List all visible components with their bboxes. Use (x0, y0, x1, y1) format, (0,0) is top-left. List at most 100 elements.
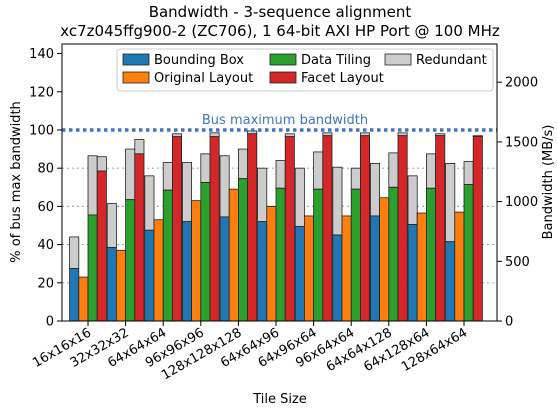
bar-original-layout (78, 276, 89, 322)
bar-bounding-box (181, 221, 192, 322)
bar-original-layout (379, 197, 390, 322)
bar-redundant (463, 161, 474, 185)
bar-original-layout (303, 215, 314, 322)
bar-bounding-box (332, 234, 343, 322)
bar-redundant (219, 155, 230, 218)
y-tick-label: 0 (46, 315, 54, 330)
bar-redundant (162, 162, 173, 191)
bar-redundant (144, 175, 155, 231)
bar-redundant (209, 132, 220, 138)
legend: Bounding Box Original Layout Data Tiling Fa… (116, 48, 494, 92)
legend-label: Facet Layout (301, 71, 384, 86)
bar-redundant (369, 162, 380, 217)
bar-redundant (237, 148, 248, 180)
bar-data-tiling (313, 188, 324, 322)
bar-facet-layout (171, 136, 182, 322)
bar-original-layout (228, 188, 239, 322)
y-tick-label: 60 (37, 200, 54, 215)
plot-frame (61, 43, 498, 322)
legend-label: Bounding Box (154, 53, 244, 68)
bar-data-tiling (237, 178, 248, 322)
bar-facet-layout (134, 153, 145, 322)
legend-swatch (122, 53, 150, 66)
bar-facet-layout (284, 136, 295, 322)
bar-bounding-box (106, 247, 117, 322)
bar-original-layout (454, 211, 465, 322)
y-tick-label: 40 (37, 238, 54, 253)
bar-bounding-box (369, 215, 380, 322)
bar-redundant (332, 166, 343, 236)
bar-redundant (96, 156, 107, 172)
bar-redundant (407, 175, 418, 225)
bar-redundant (322, 132, 333, 137)
bar-redundant (397, 132, 408, 137)
bus-max-label: Bus maximum bandwidth (202, 113, 368, 128)
bar-data-tiling (162, 189, 173, 322)
y-right-tick-label: 1500 (505, 135, 538, 150)
y-tick-label: 120 (29, 85, 54, 100)
legend-label: Original Layout (154, 71, 253, 86)
y-right-tick-label: 0 (505, 315, 513, 330)
y-right-tick-label: 1000 (505, 195, 538, 210)
bar-facet-layout (209, 136, 220, 322)
legend-label: Data Tiling (301, 53, 371, 68)
y-axis-right: 0 500 1000 1500 2000 (497, 76, 538, 330)
bar-bounding-box (257, 221, 268, 322)
bar-redundant (294, 167, 305, 227)
bar-data-tiling (463, 184, 474, 322)
y-tick-label: 100 (29, 123, 54, 138)
bar-bounding-box (69, 268, 80, 322)
bar-redundant (388, 152, 399, 188)
bar-redundant (69, 236, 80, 269)
bar-redundant (134, 139, 145, 155)
bar-original-layout (116, 249, 127, 322)
y-axis-left: 0 20 40 60 80 100 120 140 (29, 47, 62, 330)
y-tick-label: 140 (29, 47, 54, 62)
bar-redundant (181, 162, 192, 223)
legend-label: Redundant (416, 53, 487, 68)
y-right-tick-label: 2000 (505, 76, 538, 91)
bar-original-layout (341, 215, 352, 322)
bar-original-layout (266, 205, 277, 322)
bar-data-tiling (87, 214, 98, 322)
bar-data-tiling (275, 187, 286, 322)
bar-facet-layout (96, 170, 107, 322)
bar-redundant (200, 153, 211, 183)
y-right-tick-label: 500 (505, 255, 530, 270)
bar-data-tiling (200, 182, 211, 322)
bar-original-layout (416, 212, 427, 322)
legend-swatch (269, 53, 297, 66)
chart-title: Bandwidth - 3-sequence alignment (149, 3, 412, 21)
bar-original-layout (191, 200, 202, 322)
bar-bounding-box (144, 229, 155, 322)
bar-redundant (87, 155, 98, 216)
y-tick-label: 80 (37, 162, 54, 177)
legend-swatch (269, 71, 297, 84)
bar-facet-layout (472, 136, 483, 322)
bar-redundant (359, 132, 370, 137)
bar-facet-layout (397, 135, 408, 322)
bar-redundant (425, 153, 436, 189)
bar-original-layout (153, 219, 164, 322)
bar-bounding-box (294, 226, 305, 322)
chart-subtitle: xc7z045ffg900-2 (ZC706), 1 64-bit AXI HP… (60, 22, 500, 40)
bar-redundant (171, 133, 182, 138)
x-axis: 16x16x1632x32x3264x64x6496x96x96128x128x… (30, 321, 470, 383)
y-tick-label: 20 (37, 276, 54, 291)
bar-data-tiling (350, 188, 361, 322)
bar-facet-layout (435, 135, 446, 322)
bar-facet-layout (247, 133, 258, 322)
bars (69, 130, 483, 322)
reference-line: Bus maximum bandwidth (62, 113, 497, 132)
bar-redundant (313, 151, 324, 190)
bar-data-tiling (388, 186, 399, 322)
y-axis-right-title: Bandwidth (MB/s) (541, 125, 556, 240)
bar-redundant (445, 162, 456, 243)
bar-redundant (125, 148, 136, 201)
bar-facet-layout (359, 135, 370, 322)
bar-bounding-box (445, 241, 456, 322)
y-axis-title: % of bus max bandwidth (9, 101, 24, 263)
bar-data-tiling (425, 187, 436, 322)
bar-redundant (275, 160, 286, 189)
